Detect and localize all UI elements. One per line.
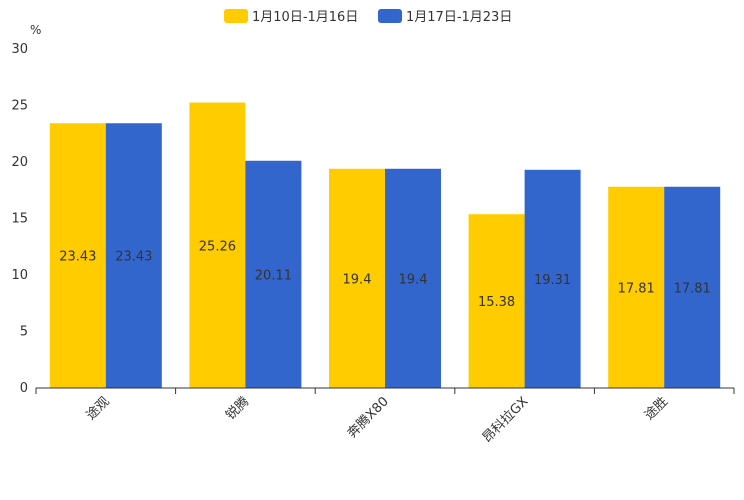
legend-label-week2: 1月17日-1月23日 — [406, 10, 512, 25]
y-tick-label: 10 — [11, 268, 28, 283]
bar-week2-2 — [385, 168, 441, 388]
legend: 1月10日-1月16日 1月17日-1月23日 — [224, 9, 512, 25]
bar-week1-3 — [468, 214, 525, 388]
x-category-label: 昂科拉GX — [480, 394, 532, 446]
bar-week1-1 — [189, 102, 246, 388]
bar-week2-4 — [664, 186, 721, 388]
y-tick-label: 0 — [20, 381, 28, 396]
bar-week2-1 — [245, 160, 302, 388]
bar-data-label: 19.31 — [534, 273, 571, 288]
y-tick-label: 25 — [11, 99, 28, 114]
legend-swatch-week2 — [378, 9, 402, 23]
y-axis-unit-label: % — [30, 23, 41, 37]
bar-data-label: 15.38 — [478, 295, 515, 310]
y-tick-label: 20 — [11, 155, 28, 170]
bar-week2-3 — [524, 169, 581, 388]
bar-data-label: 25.26 — [199, 239, 236, 254]
bar-data-label: 23.43 — [59, 250, 96, 265]
bar-week2-0 — [105, 123, 162, 388]
y-tick-label: 30 — [11, 42, 28, 57]
bar-data-label: 19.4 — [399, 272, 428, 287]
y-axis: 0 5 10 15 20 25 30 — [11, 42, 28, 396]
bar-week1-4 — [608, 186, 665, 388]
bar-data-label: 17.81 — [674, 281, 711, 296]
y-tick-label: 15 — [11, 212, 28, 227]
y-tick-label: 5 — [20, 325, 28, 340]
bars-group: 23.43 23.43 25.26 20.11 19.4 19.4 15.38 19.31 17… — [49, 102, 721, 388]
bar-data-label: 23.43 — [115, 250, 152, 265]
x-category-label: 奔腾X80 — [344, 394, 392, 442]
legend-swatch-week1 — [224, 9, 248, 23]
x-category-label: 途观 — [83, 394, 113, 424]
bar-week1-2 — [329, 168, 385, 388]
bar-data-label: 17.81 — [618, 281, 655, 296]
x-category-label: 途胜 — [641, 394, 671, 424]
bar-data-label: 20.11 — [255, 268, 292, 283]
bar-data-label: 19.4 — [343, 272, 372, 287]
bar-week1-0 — [49, 123, 106, 388]
legend-label-week1: 1月10日-1月16日 — [252, 10, 358, 25]
x-category-label: 锐腾 — [223, 394, 253, 424]
x-axis: 途观 锐腾 奔腾X80 昂科拉GX 途胜 — [35, 387, 735, 446]
